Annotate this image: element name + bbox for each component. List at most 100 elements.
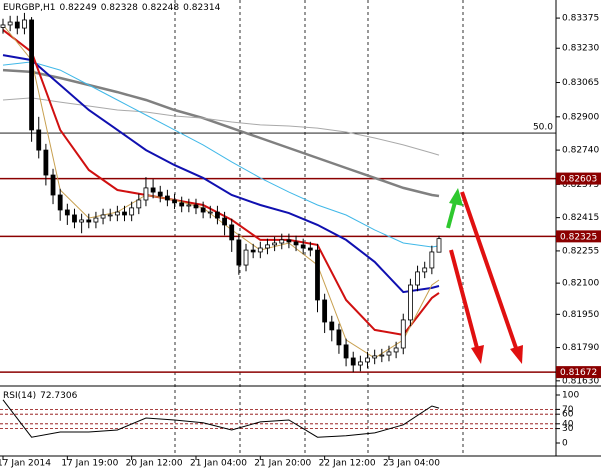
x-tick-label: 17 Jan 19:00 (61, 459, 118, 468)
candle-body (222, 217, 227, 226)
candle-body (379, 354, 385, 357)
y-tick-label: 0.81790 (562, 343, 599, 353)
price-tag (556, 366, 601, 379)
y-tick-label: 0.82575 (562, 180, 599, 190)
candle-body (415, 271, 420, 286)
candle-body (129, 207, 135, 216)
y-tick-label: 0.82900 (562, 112, 599, 122)
candle-body (22, 19, 27, 29)
candle-body (286, 239, 292, 243)
ohlc-high: 0.82328 (101, 3, 138, 13)
candle-body (329, 321, 335, 331)
candle-body (257, 247, 263, 253)
candle-body (143, 187, 149, 201)
price-tag-label: 0.82325 (560, 232, 597, 242)
candle-body (408, 284, 413, 321)
candle-body (150, 187, 156, 193)
candle-body (350, 357, 356, 366)
rsi-header: RSI(14) 72.7306 (3, 391, 78, 401)
candle-body (307, 247, 313, 251)
candle-body (365, 357, 370, 363)
x-tick-label: 20 Jan 12:00 (126, 459, 183, 468)
candle-body (7, 21, 13, 26)
candle-body (14, 21, 20, 29)
price-tags: 0.82603 0.82325 0.81672 (556, 172, 601, 379)
candle-body (36, 129, 42, 151)
candle-body (64, 209, 70, 216)
arrow-shaft (460, 191, 518, 349)
y-tick-label: 0.82255 (562, 246, 599, 256)
candle-body (215, 211, 220, 219)
candle-body (429, 251, 435, 269)
ohlc-open: 0.82249 (59, 3, 96, 13)
indicator-line (2, 54, 440, 294)
y-tick-label: 0 (562, 438, 568, 448)
candle-body (179, 202, 185, 207)
candle-body (114, 211, 120, 216)
candle-body (229, 224, 235, 241)
candle-body (300, 244, 306, 249)
candle-body (400, 319, 406, 349)
y-tick-label: 30 (562, 424, 574, 434)
y-tick-label: 0.83065 (562, 78, 599, 88)
candle-body (343, 344, 349, 359)
candle-body (272, 242, 278, 246)
chart-header: EURGBP,H1 0.82249 0.82328 0.82248 0.82314 (3, 3, 221, 13)
ohlc-close: 0.82314 (183, 3, 220, 13)
candle-body (136, 199, 142, 209)
y-tick-label: 0.83375 (562, 14, 599, 24)
candle-body (236, 239, 242, 266)
candle-body (100, 214, 106, 219)
candle-body (193, 204, 199, 209)
x-tick-label: 23 Jan 04:00 (383, 459, 440, 468)
y-tick-label: 0.82415 (562, 213, 599, 223)
indicator-line (2, 61, 440, 248)
candle-body (107, 214, 113, 217)
candle-body (250, 249, 256, 253)
candle-body (164, 195, 170, 201)
indicator-line (2, 68, 440, 198)
candle-body (172, 199, 177, 204)
y-tick-label: 70 (562, 405, 574, 415)
candle-body (293, 241, 299, 246)
candle-body (357, 361, 363, 366)
price-tag (556, 230, 601, 243)
y-tick-label: 0.83230 (562, 44, 599, 54)
candle-body (265, 244, 270, 249)
y-tick-label: 0.81630 (562, 376, 599, 386)
arrow-head (510, 345, 523, 364)
candle-body (393, 347, 399, 353)
candle-body (29, 19, 34, 131)
y-tick-label: 40 (562, 419, 574, 429)
candle-body (43, 149, 49, 176)
symbol: EURGBP,H1 (3, 3, 55, 13)
candle-body (372, 355, 378, 359)
candle-body (72, 214, 77, 223)
candle-body (200, 207, 206, 213)
candle-body (93, 217, 99, 223)
candle-body (322, 299, 328, 323)
arrow-shaft (449, 249, 479, 349)
candle-body (50, 174, 56, 196)
arrow-head (449, 188, 463, 206)
arrows (446, 188, 523, 364)
plot: 0.83375 0.83230 0.83065 0.82900 0.82740 0.825… (0, 3, 599, 468)
candle-body (243, 249, 249, 266)
x-tick-label: 17 Jan 2014 (0, 459, 51, 468)
y-tick-label: 0.82100 (562, 279, 599, 289)
candle-body (79, 219, 85, 223)
candle-body (422, 267, 428, 273)
candle-body (315, 249, 320, 301)
candle-body (57, 194, 63, 211)
price-tag-label: 0.81672 (560, 368, 597, 378)
candle-body (0, 24, 6, 28)
y-tick-label: 60 (562, 410, 574, 420)
candle-body (336, 329, 342, 346)
rsi-name: RSI(14) (3, 391, 36, 401)
y-tick-label: 100 (562, 391, 579, 401)
indicator-line (2, 399, 440, 438)
rsi-value: 72.7306 (40, 391, 77, 401)
candle-body (436, 238, 442, 253)
